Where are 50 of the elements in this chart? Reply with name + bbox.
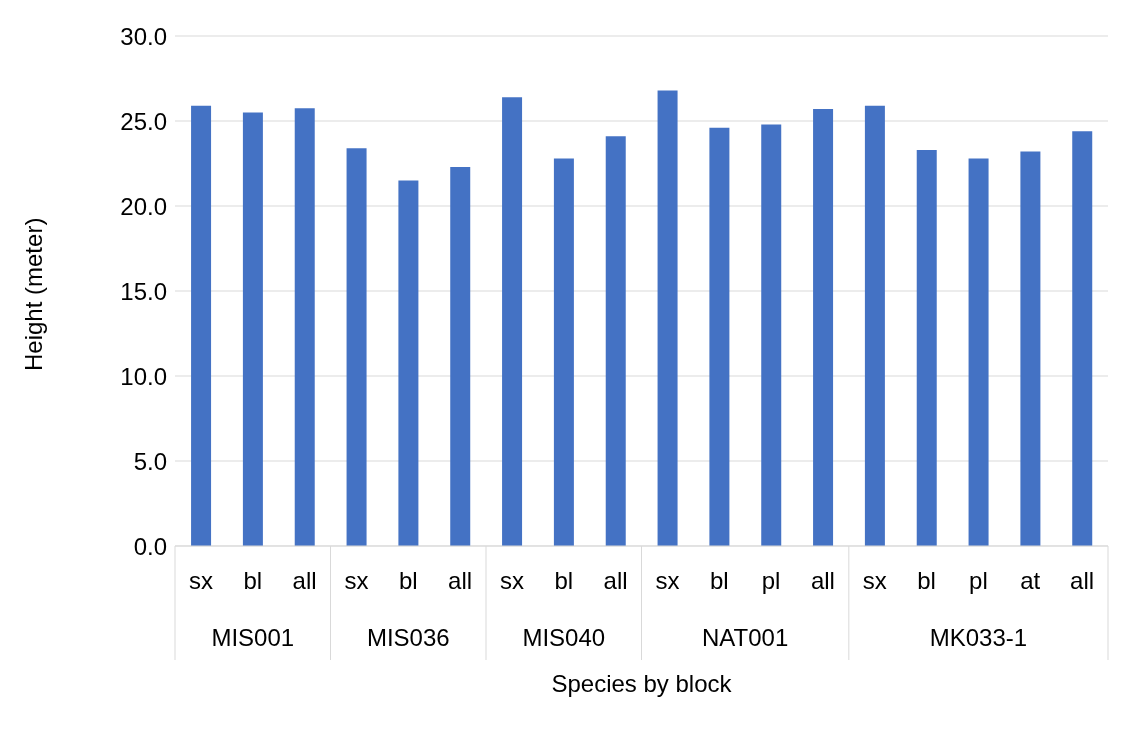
text: MK033-1 [929, 624, 1028, 651]
x-tick-label: sx [344, 567, 369, 595]
y-tick-label: 20.0 [120, 192, 167, 220]
y-tick-label: 0.0 [133, 532, 167, 560]
bar [657, 90, 678, 546]
text: MIS040 [522, 624, 606, 651]
bar [709, 127, 730, 546]
x-tick-label: pl [969, 567, 988, 595]
y-axis-title: Height (meter) [19, 217, 47, 371]
x-tick-label: sx [188, 567, 213, 595]
bar [1020, 151, 1041, 546]
x-tick-label: bl [709, 567, 729, 595]
x-tick-label: all [810, 567, 835, 595]
x-tick-label: bl [243, 567, 263, 595]
y-tick-label: 25.0 [120, 107, 167, 135]
bar [502, 97, 523, 546]
x-tick-label: at [1020, 567, 1041, 595]
x-tick-label: sx [499, 567, 524, 595]
x-tick-label: all [292, 567, 317, 595]
bar [605, 136, 626, 546]
x-tick-label: all [1070, 567, 1095, 595]
x-tick-label: sx [655, 567, 680, 595]
x-tick-label: all [603, 567, 628, 595]
bar [813, 109, 834, 546]
bar [450, 166, 471, 546]
x-tick-label: sx [862, 567, 887, 595]
y-tick-label: 10.0 [120, 362, 167, 390]
bar [1072, 131, 1093, 546]
bar [242, 112, 263, 546]
bar [916, 149, 937, 546]
text: NAT001 [702, 624, 789, 651]
text: MIS001 [211, 624, 295, 651]
bar [294, 108, 315, 546]
x-tick-label: bl [917, 567, 936, 595]
bar [398, 180, 419, 546]
x-tick-label: bl [554, 567, 574, 595]
y-tick-label: 15.0 [120, 277, 167, 305]
bar [968, 158, 989, 546]
x-tick-label: bl [398, 567, 418, 595]
bar [191, 105, 212, 546]
text: MIS036 [366, 624, 450, 651]
bar [553, 158, 574, 546]
bar [864, 105, 885, 546]
x-tick-label: pl [761, 567, 781, 595]
x-tick-label: all [448, 567, 473, 595]
bar [346, 148, 367, 546]
y-tick-label: 5.0 [133, 447, 167, 475]
y-tick-label: 30.0 [120, 22, 167, 50]
bar [761, 124, 782, 546]
x-axis-title: Species by block [551, 670, 733, 697]
